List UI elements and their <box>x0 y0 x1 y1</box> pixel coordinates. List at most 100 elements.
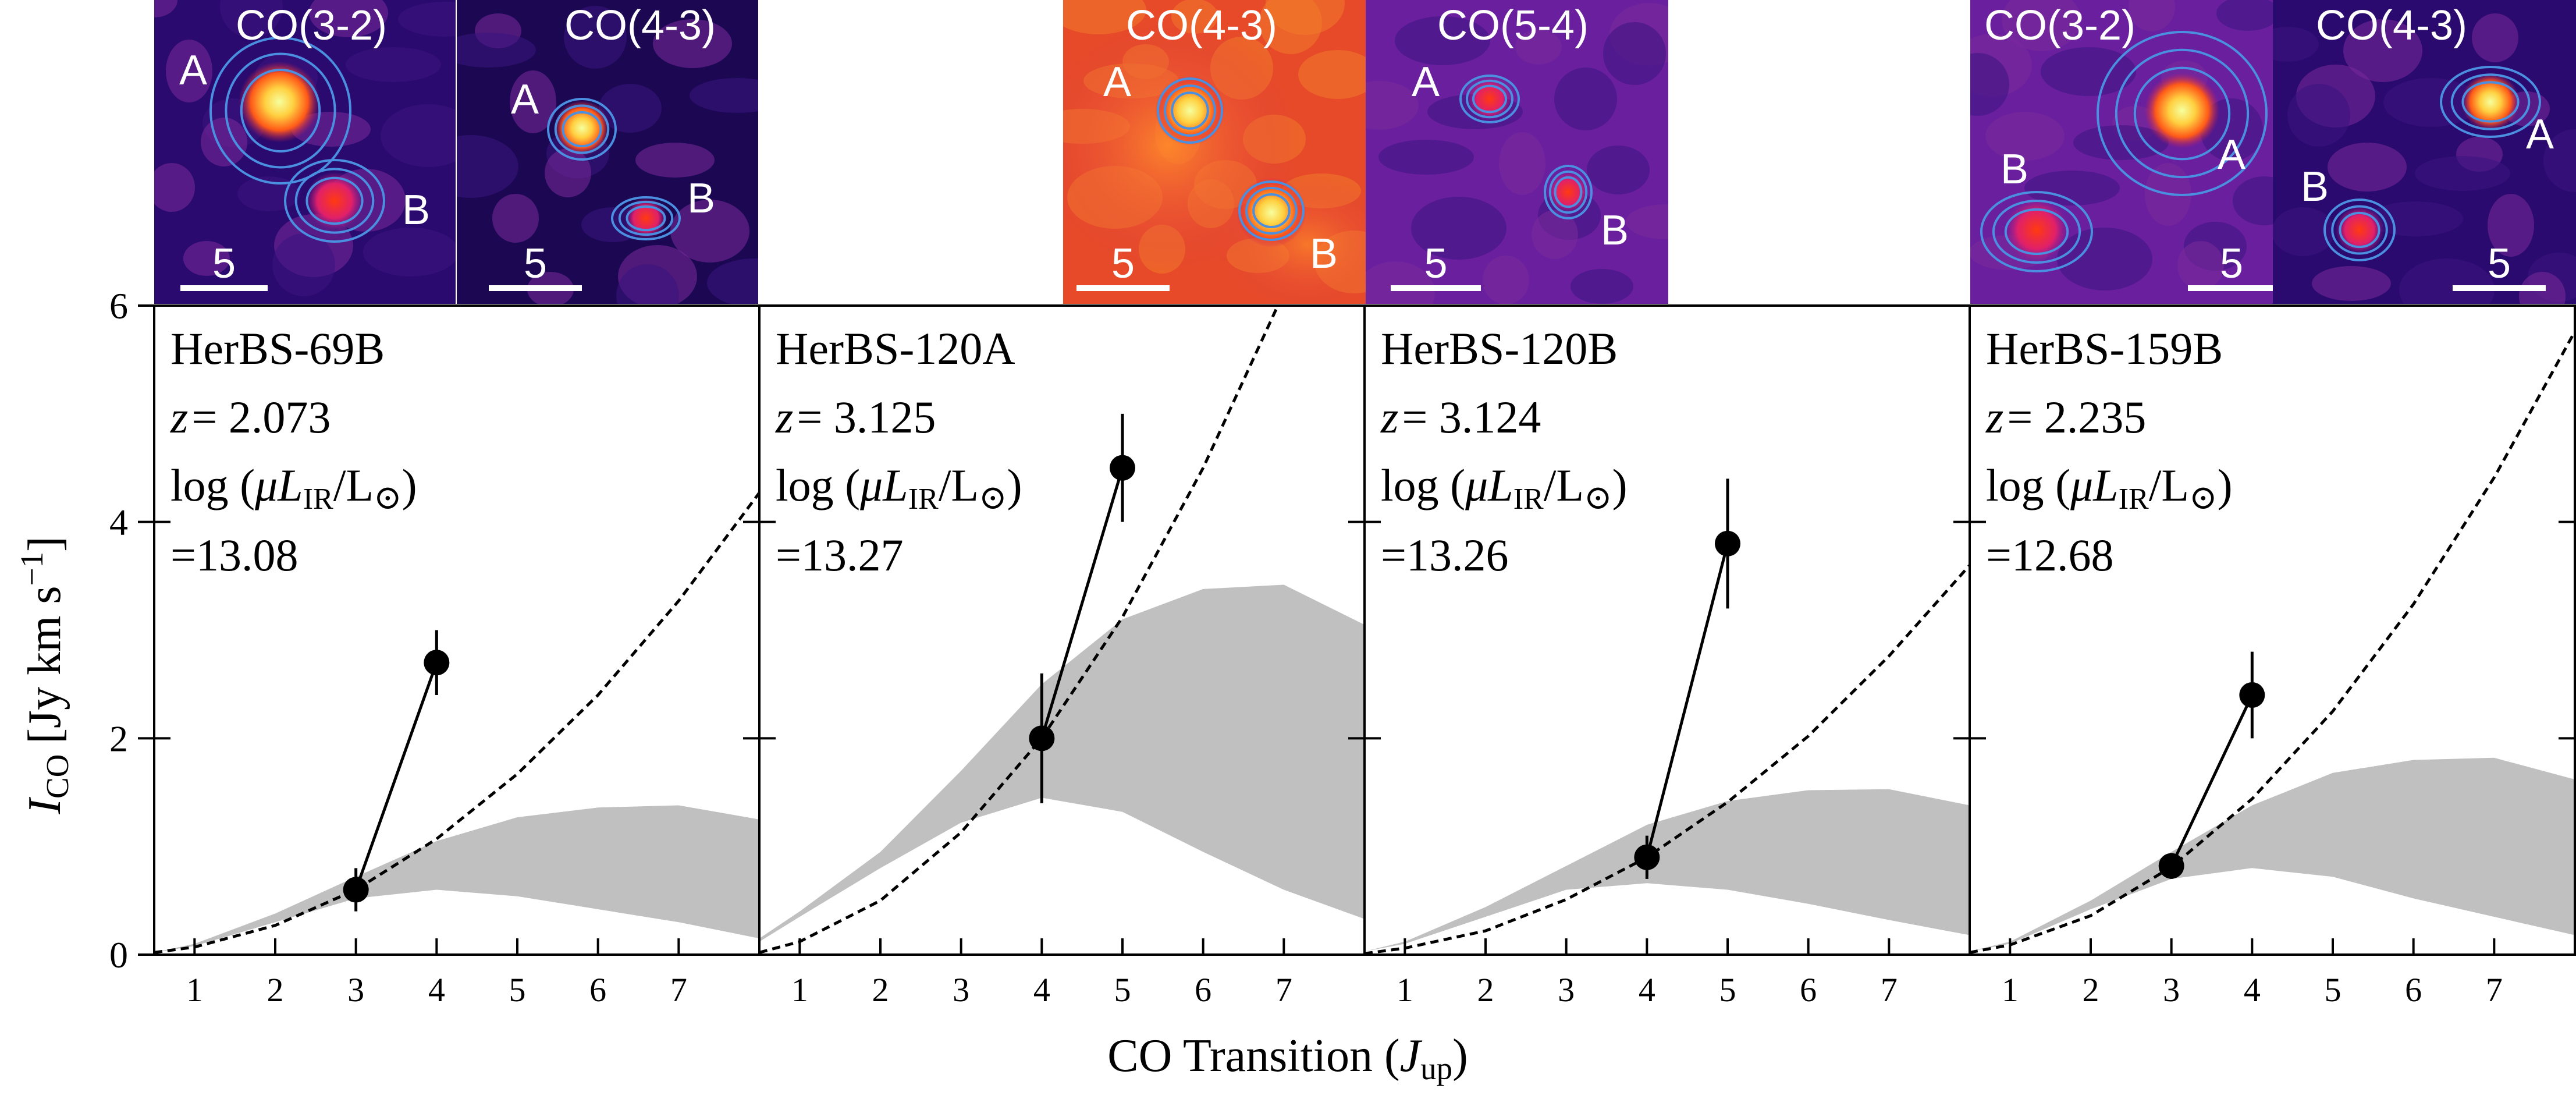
panel-frame <box>1969 304 2576 956</box>
redshift-label: z= 2.235 <box>1985 392 2146 442</box>
model-band <box>759 584 1365 942</box>
flux-contour <box>2339 211 2380 249</box>
x-tick-label: 1 <box>791 971 808 1009</box>
map-noise <box>510 70 556 133</box>
flux-contour <box>1157 77 1223 144</box>
flux-contour <box>1459 75 1520 123</box>
x-tick-label: 3 <box>347 971 364 1009</box>
x-tick-label: 7 <box>1881 971 1898 1009</box>
map-noise <box>690 78 758 113</box>
map-noise <box>220 0 283 38</box>
x-tick-label: 4 <box>2244 971 2261 1009</box>
map-source-a-label: A <box>2526 111 2554 158</box>
x-tick-label: 7 <box>670 971 687 1009</box>
map-noise <box>2488 194 2534 257</box>
map-transition-label: CO(4-3) <box>2316 2 2467 49</box>
map-noise <box>1378 140 1474 175</box>
map-noise <box>1298 50 1366 99</box>
map-noise <box>309 0 388 37</box>
data-point <box>1634 844 1660 870</box>
panel-herbs-120b: 1 2 3 4 5 6 7 HerBS-120B z= 3.124 log (μLIR/L⊙) =1… <box>1348 304 1971 1009</box>
plot-area <box>1970 331 2575 954</box>
flux-contour <box>2450 73 2531 130</box>
co-map-5: CO(4-3) A B 5 <box>2273 0 2576 304</box>
co-map-3: CO(5-4) A B 5 <box>1366 0 1668 304</box>
y-tick-label: 0 <box>109 934 128 976</box>
redshift-label: z= 3.125 <box>775 392 936 442</box>
data-point <box>343 877 369 903</box>
x-tick-label: 1 <box>186 971 203 1009</box>
flux-contour <box>2331 205 2388 255</box>
map-noise <box>1366 261 1435 304</box>
map-noise <box>2519 272 2566 304</box>
flux-contour <box>284 159 385 243</box>
map-source-b-label: B <box>402 187 430 233</box>
map-source-a-label: A <box>511 76 539 123</box>
flux-contour <box>547 98 617 161</box>
map-source-b-label: B <box>1601 207 1629 254</box>
map-noise <box>2041 47 2136 96</box>
x-tick-label: 6 <box>589 971 606 1009</box>
flux-contour <box>626 205 666 232</box>
map-noise <box>166 40 212 102</box>
x-tick-label: 4 <box>1639 971 1655 1009</box>
co-map-1: CO(4-3) A B 5 <box>457 0 758 304</box>
y-tick-label: 2 <box>109 718 128 759</box>
map-noise <box>1970 53 2009 116</box>
flux-contour <box>611 196 681 240</box>
scale-bar-label: 5 <box>2488 240 2511 287</box>
x-tick-label: 3 <box>1558 971 1575 1009</box>
x-axis-label: CO Transition (Jup) <box>1107 1030 1468 1086</box>
x-tick-label: 6 <box>2405 971 2422 1009</box>
map-noise <box>2273 27 2319 62</box>
x-tick-label: 5 <box>1719 971 1736 1009</box>
model-band <box>1365 789 1970 952</box>
data-line <box>354 662 438 891</box>
map-noise <box>1483 256 1529 304</box>
flux-contour <box>1238 180 1305 241</box>
map-noise <box>2216 0 2273 31</box>
x-tick-label: 3 <box>2163 971 2180 1009</box>
map-noise <box>707 258 758 304</box>
map-transition-label: CO(3-2) <box>1984 2 2136 49</box>
map-source-a-label: A <box>1412 59 1440 105</box>
map-noise <box>2399 258 2495 304</box>
map-noise <box>2273 207 2335 256</box>
map-noise <box>363 228 456 276</box>
plot-area <box>154 492 759 954</box>
map-noise <box>1554 68 1617 130</box>
data-point <box>424 650 450 676</box>
data-line <box>2170 694 2254 867</box>
flux-contour <box>1466 79 1513 119</box>
source-name: HerBS-120B <box>1381 323 1618 374</box>
map-transition-label: CO(5-4) <box>1437 2 1589 49</box>
map-noise <box>398 2 456 37</box>
luminosity-label: log (μLIR/L⊙) <box>776 460 1022 516</box>
map-source-b-label: B <box>2301 164 2329 210</box>
map-noise <box>1626 204 1668 239</box>
flux-contour <box>305 176 364 225</box>
map-noise <box>2343 19 2422 82</box>
flux-contour <box>2323 198 2396 261</box>
flux-contour <box>1554 176 1583 208</box>
flux-contour <box>1992 199 2081 264</box>
flux-contour <box>1245 187 1298 235</box>
map-noise <box>2328 143 2407 192</box>
map-noise <box>492 194 539 243</box>
flux-contour <box>1548 170 1588 214</box>
map-noise <box>1587 146 1650 194</box>
map-source-b-label: B <box>687 175 715 222</box>
map-noise <box>2543 129 2576 192</box>
map-source-b-label: B <box>2001 146 2028 193</box>
x-tick-label: 6 <box>1800 971 1817 1009</box>
luminosity-label: log (μLIR/L⊙) <box>170 460 417 516</box>
map-source-a-label: A <box>1103 59 1131 105</box>
map-noise <box>1532 210 1578 259</box>
y-tick-label: 6 <box>109 285 128 327</box>
flux-contour <box>294 168 375 234</box>
map-transition-label: CO(4-3) <box>1126 2 1277 49</box>
luminosity-value: =13.08 <box>170 530 299 580</box>
flux-contour <box>1171 91 1209 130</box>
luminosity-value: =12.68 <box>1986 530 2114 580</box>
